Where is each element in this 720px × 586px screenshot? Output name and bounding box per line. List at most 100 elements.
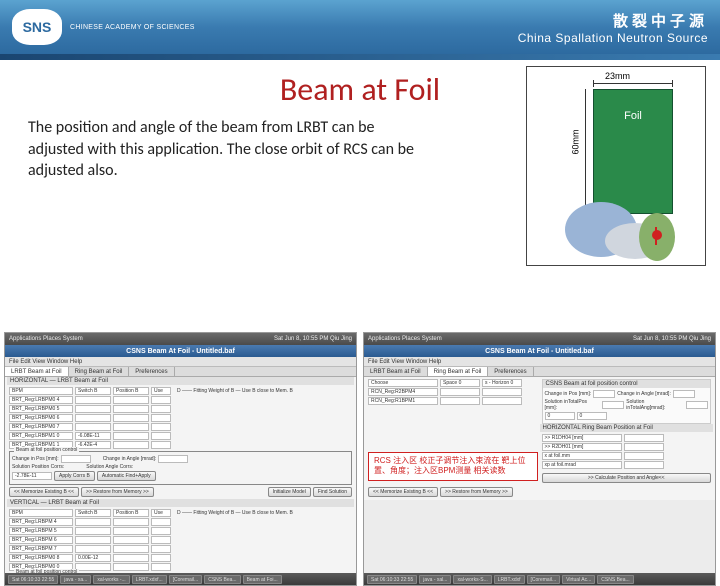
table-cell[interactable] [113,554,149,562]
table-cell[interactable] [113,414,149,422]
change-pos-input[interactable] [61,455,91,463]
taskbar-time: Sat 06:10:33 22:55 [8,575,58,584]
table-cell[interactable] [75,396,111,404]
table-cell[interactable] [75,527,111,535]
taskbar-item[interactable]: LRBT.xdxf... [132,575,167,584]
memorize-button[interactable]: << Memorize Existing B << [9,487,79,497]
table-cell[interactable]: x at foil.mm [542,452,622,460]
table-cell[interactable] [113,405,149,413]
table-cell[interactable]: BRT_Reg:LRBPM0 4 [9,396,73,404]
taskbar-item[interactable]: [Coremail... [527,575,561,584]
taskbar-item[interactable]: xal-works -... [93,575,129,584]
auto-find-apply-button[interactable]: Automatic Find+Apply [97,471,156,481]
table-cell[interactable]: BRT_Reg:LRBPM0 7 [9,423,73,431]
restore-button[interactable]: >> Restore from Memory >> [440,487,513,497]
table-cell[interactable] [440,388,480,396]
table-cell[interactable]: >> R1DH04 [mm] [542,434,622,442]
table-cell[interactable] [624,443,664,451]
menu-items[interactable]: File Edit View Window Help [9,359,82,365]
taskbar-item[interactable]: Beam at Foi... [243,575,282,584]
table-cell[interactable] [151,536,171,544]
window-menubar[interactable]: File Edit View Window Help [364,357,715,367]
table-cell[interactable] [624,452,664,460]
table-cell[interactable]: -6.42E-4 [75,441,111,449]
os-menu-left[interactable]: Applications Places System [368,336,442,342]
table-cell[interactable] [151,405,171,413]
tab-lrbt[interactable]: LRBT Beam at Foil [364,367,428,376]
taskbar-item[interactable]: xal-works-S... [453,575,491,584]
tab-ring[interactable]: Ring Beam at Foil [69,367,130,376]
taskbar-item[interactable]: [Coremail... [169,575,203,584]
find-solution-button[interactable]: Find Solution [313,487,352,497]
taskbar-item[interactable]: java - xa... [60,575,91,584]
os-menu-left[interactable]: Applications Places System [9,336,83,342]
table-cell[interactable] [113,423,149,431]
table-cell[interactable]: -6.08E-11 [75,432,111,440]
taskbar-item[interactable]: CSNS Bea... [204,575,240,584]
table-cell[interactable] [482,397,522,405]
taskbar-item[interactable]: Virtual Ac... [562,575,595,584]
calc-button[interactable]: >> Calculate Position and Angle<< [542,473,712,483]
table-cell[interactable] [151,563,171,571]
table-cell[interactable] [75,563,111,571]
table-cell[interactable]: BRT_Reg:LRBPM 6 [9,536,73,544]
tab-ring[interactable]: Ring Beam at Foil [428,367,489,376]
table-row: >> R2DH01 [mm] [542,443,712,451]
table-cell[interactable] [151,554,171,562]
table-cell[interactable] [75,414,111,422]
table-cell[interactable] [440,397,480,405]
table-cell[interactable] [75,405,111,413]
table-cell[interactable]: BRT_Reg:LRBPM1 0 [9,432,73,440]
table-cell[interactable] [151,414,171,422]
table-cell[interactable]: RCN_Reg:R2BPM4 [368,388,438,396]
table-cell[interactable] [113,432,149,440]
taskbar-item[interactable]: java - xal... [419,575,451,584]
logo-text: SNS [23,19,52,35]
table-cell[interactable] [151,527,171,535]
table-cell[interactable] [151,432,171,440]
init-model-button[interactable]: Initialize Model [268,487,311,497]
table-cell[interactable]: BRT_Reg:LRBPM0 6 [9,414,73,422]
table-cell[interactable] [75,518,111,526]
apply-corrs-button[interactable]: Apply Corrs B [54,471,95,481]
table-cell[interactable] [113,536,149,544]
table-cell[interactable]: xp at foil.mrad [542,461,622,469]
table-cell[interactable] [151,441,171,449]
table-cell[interactable] [482,388,522,396]
table-cell[interactable] [151,396,171,404]
table-row: >> R1DH04 [mm] [542,434,712,442]
table-cell[interactable] [113,563,149,571]
tab-prefs[interactable]: Preferences [129,367,174,376]
table-cell[interactable] [113,441,149,449]
window-menubar[interactable]: File Edit View Window Help [5,357,356,367]
taskbar-item[interactable]: CSNS Bea... [597,575,633,584]
table-cell[interactable] [151,423,171,431]
memorize-button[interactable]: << Memorize Existing B << [368,487,438,497]
slide-content: Beam at Foil The position and angle of t… [0,60,720,540]
beam-center-dot [652,230,662,240]
table-cell[interactable]: BRT_Reg:LRBPM 5 [9,527,73,535]
table-cell[interactable] [75,536,111,544]
table-cell[interactable]: BRT_Reg:LRBPM0 5 [9,405,73,413]
table-cell[interactable]: 0.00E-12 [75,554,111,562]
table-cell[interactable]: BRT_Reg:LRBPM0 8 [9,554,73,562]
table-cell[interactable] [75,545,111,553]
change-ang-input[interactable] [158,455,188,463]
table-cell[interactable] [113,527,149,535]
tab-prefs[interactable]: Preferences [488,367,533,376]
table-cell[interactable]: BRT_Reg:LRBPM 7 [9,545,73,553]
table-cell[interactable] [624,434,664,442]
table-cell[interactable] [75,423,111,431]
taskbar-item[interactable]: LRBT.xdxf [494,575,525,584]
table-cell[interactable] [624,461,664,469]
table-cell[interactable] [113,545,149,553]
table-cell[interactable] [151,518,171,526]
table-cell[interactable] [113,396,149,404]
table-cell[interactable]: >> R2DH01 [mm] [542,443,622,451]
table-cell[interactable]: RCN_Reg:R1BPM1 [368,397,438,405]
table-cell[interactable]: BRT_Reg:LRBPM 4 [9,518,73,526]
tab-lrbt[interactable]: LRBT Beam at Foil [5,367,69,376]
table-cell[interactable] [113,518,149,526]
table-cell[interactable] [151,545,171,553]
restore-button[interactable]: >> Restore from Memory >> [81,487,154,497]
